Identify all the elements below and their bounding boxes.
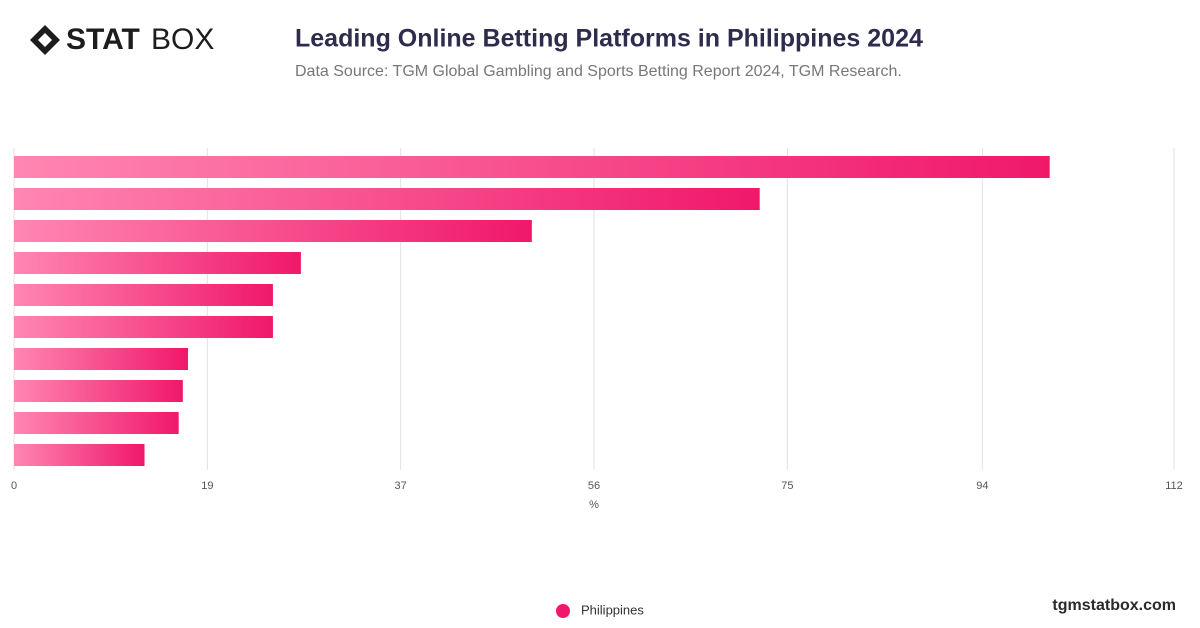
chart-subtitle: Data Source: TGM Global Gambling and Spo… [295, 63, 902, 80]
x-tick-label: 75 [781, 480, 793, 492]
x-tick-label: 0 [11, 480, 17, 492]
bar [14, 412, 179, 434]
bar [14, 220, 532, 242]
logo: STAT BOX [30, 23, 214, 56]
bar [14, 284, 273, 306]
x-tick-label: 19 [201, 480, 213, 492]
logo-light: BOX [151, 23, 214, 56]
bar [14, 316, 273, 338]
x-tick-label: 94 [976, 480, 988, 492]
x-tick-label: 112 [1165, 480, 1183, 492]
bar [14, 348, 188, 370]
logo-bold: STAT [66, 23, 140, 56]
legend-marker [556, 604, 570, 618]
x-axis-label: % [589, 499, 599, 511]
bar [14, 252, 301, 274]
x-tick-label: 37 [395, 480, 407, 492]
x-tick-label: 56 [588, 480, 600, 492]
bar [14, 444, 145, 466]
bar [14, 188, 760, 210]
website: tgmstatbox.com [1052, 597, 1176, 614]
chart-title: Leading Online Betting Platforms in Phil… [295, 25, 923, 53]
logo-icon [30, 25, 60, 55]
bar [14, 380, 183, 402]
legend-label: Philippines [581, 602, 644, 617]
bar [14, 156, 1050, 178]
